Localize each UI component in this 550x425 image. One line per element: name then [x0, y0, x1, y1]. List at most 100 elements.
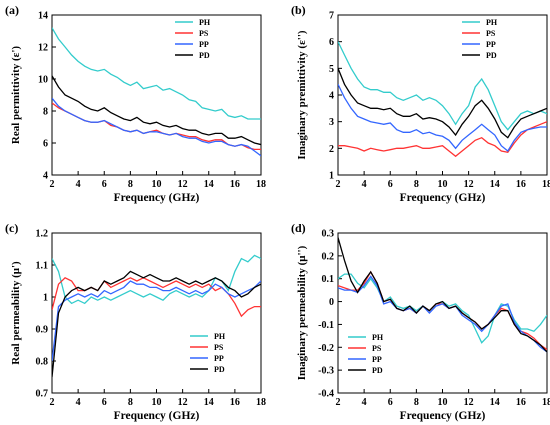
- legend-label: PP: [486, 40, 496, 49]
- x-axis-title: Frequency (GHz): [400, 410, 486, 422]
- x-tick-label: 4: [362, 397, 367, 408]
- panel-label: (c): [5, 221, 18, 235]
- series-line-ph: [338, 273, 547, 344]
- y-tick-label: 0.7: [36, 389, 49, 400]
- x-tick-label: 10: [438, 179, 448, 190]
- y-tick-label: -0.3: [318, 366, 334, 377]
- y-axis-title: Imaginary premittivity (ε''): [296, 30, 308, 159]
- x-tick-label: 12: [464, 397, 474, 408]
- chart-panel-3: 2 4 6 8 10 12 14 16 18 -0.4 -0.3 -0.2 -0.1 0 0.1 0.2 0.3…: [291, 221, 550, 422]
- legend-label: PH: [372, 333, 384, 342]
- x-tick-label: 4: [362, 179, 367, 190]
- y-tick-label: 8: [43, 107, 48, 118]
- y-tick-label: 14: [38, 11, 48, 22]
- y-tick-label: 0.8: [36, 357, 49, 368]
- legend-label: PH: [214, 332, 226, 341]
- x-tick-label: 8: [414, 179, 419, 190]
- x-tick-label: 18: [542, 397, 550, 408]
- x-tick-label: 6: [102, 179, 107, 190]
- x-tick-label: 8: [128, 397, 133, 408]
- series-line-ph: [52, 27, 261, 120]
- x-tick-label: 12: [178, 179, 188, 190]
- x-tick-label: 14: [204, 179, 214, 190]
- y-tick-label: 0.2: [322, 251, 335, 262]
- x-tick-label: 12: [178, 397, 188, 408]
- series-line-pd: [52, 75, 261, 146]
- series-line-ph: [52, 254, 261, 305]
- x-tick-label: 8: [128, 179, 133, 190]
- x-tick-label: 10: [152, 397, 162, 408]
- y-axis-title: Imaginary permeability (μ''): [296, 245, 308, 380]
- legend-label: PD: [372, 366, 383, 375]
- series-line-ps: [52, 102, 261, 151]
- y-tick-label: 4: [43, 171, 48, 182]
- y-tick-label: 3: [329, 117, 334, 128]
- x-tick-label: 4: [76, 179, 81, 190]
- legend-label: PS: [214, 343, 224, 352]
- series-line-pp: [52, 280, 261, 362]
- x-tick-label: 16: [516, 397, 526, 408]
- y-tick-label: 12: [38, 43, 48, 54]
- legend-label: PS: [486, 29, 496, 38]
- y-tick-label: -0.4: [318, 389, 334, 400]
- x-tick-label: 2: [336, 397, 341, 408]
- x-tick-label: 18: [256, 179, 266, 190]
- y-tick-label: 0.9: [36, 325, 49, 336]
- legend-label: PS: [372, 344, 382, 353]
- x-tick-label: 16: [230, 397, 240, 408]
- panel-label: (d): [291, 221, 306, 235]
- panel-label: (b): [291, 3, 306, 17]
- legend-label: PP: [372, 355, 382, 364]
- x-axis-title: Frequency (GHz): [114, 192, 200, 204]
- chart-panel-2: 2 4 6 8 10 12 14 16 18 0.7 0.8 0.9 1 1.1 1.2 Frequency …: [5, 221, 266, 422]
- legend-label: PD: [199, 51, 210, 60]
- y-tick-label: 5: [329, 64, 334, 75]
- x-tick-label: 14: [204, 397, 214, 408]
- x-tick-label: 10: [152, 179, 162, 190]
- y-tick-label: 0.3: [322, 229, 335, 240]
- y-tick-label: 0.1: [322, 274, 335, 285]
- plot-frame: [51, 14, 262, 176]
- panel-label: (a): [5, 3, 19, 17]
- y-tick-label: 6: [43, 139, 48, 150]
- plot-frame: [337, 14, 548, 176]
- y-tick-label: 7: [329, 11, 334, 22]
- y-tick-label: 6: [329, 37, 334, 48]
- series-line-pd: [338, 68, 547, 139]
- x-tick-label: 6: [102, 397, 107, 408]
- plot-frame: [337, 232, 548, 394]
- y-tick-label: 1: [329, 171, 334, 182]
- x-tick-label: 2: [336, 179, 341, 190]
- y-tick-label: 0: [329, 297, 334, 308]
- y-tick-label: 1.1: [36, 261, 49, 272]
- x-tick-label: 6: [388, 179, 393, 190]
- series-line-ph: [338, 41, 547, 131]
- x-tick-label: 4: [76, 397, 81, 408]
- series-line-ps: [338, 121, 547, 158]
- legend-label: PD: [214, 365, 225, 374]
- series-line-pp: [338, 84, 547, 152]
- legend-label: PS: [199, 29, 209, 38]
- x-tick-label: 14: [490, 179, 500, 190]
- x-tick-label: 14: [490, 397, 500, 408]
- legend-label: PD: [486, 51, 497, 60]
- series-line-pd: [52, 270, 261, 378]
- x-axis-title: Frequency (GHz): [114, 410, 200, 422]
- x-tick-label: 16: [230, 179, 240, 190]
- y-tick-label: 1: [43, 293, 48, 304]
- legend-label: PP: [199, 40, 209, 49]
- series-line-ps: [338, 270, 547, 351]
- y-tick-label: 4: [329, 91, 334, 102]
- legend-label: PP: [214, 354, 224, 363]
- x-tick-label: 10: [438, 397, 448, 408]
- y-tick-label: 2: [329, 144, 334, 155]
- y-tick-label: -0.2: [318, 343, 334, 354]
- y-tick-label: -0.1: [318, 320, 334, 331]
- y-axis-title: Real permittivity (ε'): [10, 46, 22, 145]
- x-tick-label: 18: [256, 397, 266, 408]
- y-tick-label: 10: [38, 75, 48, 86]
- x-tick-label: 16: [516, 179, 526, 190]
